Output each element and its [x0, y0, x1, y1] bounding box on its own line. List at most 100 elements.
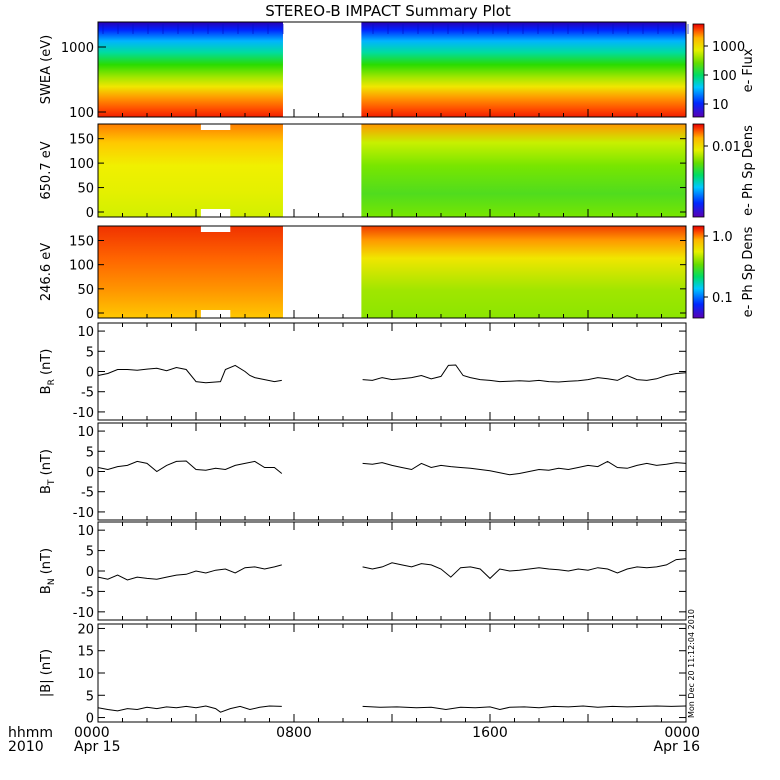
spectrogram-fill-pad246-a — [98, 226, 283, 318]
colorbar-swea — [692, 23, 705, 118]
spectrogram-streak — [417, 24, 419, 34]
time-tick-date: Apr 15 — [74, 739, 120, 755]
spectrogram-streak — [477, 24, 479, 34]
colorbar-label-pad246: e- Ph Sp Dens — [741, 226, 756, 317]
panel-frame-br — [97, 322, 687, 421]
spectrogram-streak — [147, 24, 149, 34]
spectrogram-streak — [102, 24, 104, 34]
spectrogram-panel-pad650: 650.7 eV 150 100 50 0 0.01 e- Ph Sp Dens — [39, 123, 756, 221]
colorbar-tick-label: 100 — [712, 69, 737, 84]
y-tick-label: 10 — [77, 524, 94, 539]
spectrogram-notch — [200, 226, 231, 232]
spectrogram-streak — [432, 24, 434, 34]
ylabel-unit: (nT) — [39, 649, 54, 679]
y-tick-label: 0 — [86, 307, 94, 322]
y-tick-label: -5 — [81, 386, 94, 401]
spectrogram-streak — [522, 24, 524, 34]
y-tick-label: 5 — [86, 345, 94, 360]
ylabel-main: B — [39, 385, 54, 394]
spectrogram-panel-swea: SWEA (eV) 1000 100 1000 100 10 e- Flux — [39, 21, 756, 121]
line-panel-bmag: 20 15 10 5 0 |B| (nT) — [39, 622, 687, 727]
spectrogram-streak — [582, 24, 584, 34]
ylabel-unit: (nT) — [39, 548, 54, 578]
ylabel-main: B — [39, 485, 54, 494]
spectrogram-notch — [200, 209, 231, 217]
panel-ylabel-bt: BT (nT) — [39, 449, 57, 494]
y-tick-label: -10 — [73, 406, 94, 421]
line-panel-bn: 10 5 0 -5 -10 BN (nT) — [39, 521, 687, 621]
series-line-bmag-1 — [362, 705, 687, 711]
y-tick-label: 15 — [77, 645, 94, 660]
ylabel-subscript: R — [47, 379, 57, 385]
y-tick-label: 0 — [86, 366, 94, 381]
y-tick-label: 5 — [86, 545, 94, 560]
colorbar-tick-label: 10 — [712, 98, 729, 113]
ylabel-subscript: T — [47, 479, 57, 486]
colorbar-tick-label: 1.0 — [712, 230, 733, 245]
y-tick-label: 150 — [69, 235, 94, 250]
colorbar-tick-label: 0.01 — [712, 140, 741, 155]
spectrogram-streak — [642, 24, 644, 34]
spectrogram-fill-swea-a — [98, 22, 283, 117]
series-line-br-0 — [97, 364, 282, 384]
spectrogram-streak — [117, 24, 119, 34]
series-line-bn-1 — [362, 558, 687, 580]
panel-ylabel-pad650: 650.7 eV — [39, 141, 54, 199]
y-tick-label: 50 — [77, 283, 94, 298]
spectrogram-streak — [372, 24, 374, 34]
spectrogram-fill-pad246-b — [361, 226, 686, 318]
series-line-br-1 — [362, 364, 687, 383]
y-tick-label: 0 — [86, 712, 94, 727]
date-stamp: Mon Dec 20 11:12:04 2010 — [687, 609, 696, 718]
time-tick-label: 0000 — [664, 725, 700, 741]
panel-frame-bn — [97, 521, 687, 621]
colorbar-label-swea: e- Flux — [741, 48, 756, 92]
ylabel-main: B — [39, 585, 54, 594]
spectrogram-streak — [537, 24, 539, 34]
spectrogram-streak — [402, 24, 404, 34]
spectrogram-streak — [447, 24, 449, 34]
spectrogram-streak — [552, 24, 554, 34]
y-tick-label: -10 — [73, 506, 94, 521]
plot-title: STEREO-B IMPACT Summary Plot — [265, 2, 511, 20]
y-tick-label: 0 — [86, 206, 94, 221]
spectrogram-panel-pad246: 246.6 eV 150 100 50 0 1.0 0.1 e- Ph Sp Dens — [39, 225, 756, 322]
spectrogram-streak — [492, 24, 494, 34]
spectrogram-streak — [462, 24, 464, 34]
ylabel-unit: (nT) — [39, 449, 54, 479]
series-line-bt-1 — [362, 460, 687, 476]
spectrogram-streak — [507, 24, 509, 34]
time-tick-label: 0000 — [74, 725, 110, 741]
line-panel-br: 10 5 0 -5 -10 BR (nT) — [39, 322, 687, 421]
spectrogram-streak — [627, 24, 629, 34]
spectrogram-streak — [177, 24, 179, 34]
spectrogram-streak — [567, 24, 569, 34]
spectrogram-streak — [282, 24, 284, 34]
colorbar-pad650 — [692, 123, 705, 218]
time-axis-corner-label: hhmm — [8, 725, 53, 741]
y-tick-label: 0 — [86, 466, 94, 481]
panel-ylabel-swea: SWEA (eV) — [39, 35, 54, 104]
panel-frame-bt — [97, 422, 687, 521]
colorbar-tick-label: 1000 — [712, 40, 745, 55]
time-tick-date: Apr 16 — [654, 739, 701, 755]
spectrogram-fill-swea-b — [361, 22, 686, 117]
y-tick-label: 100 — [69, 259, 94, 274]
time-tick-label: 1600 — [472, 725, 508, 741]
spectrogram-streak — [672, 24, 674, 34]
spectrogram-streak — [252, 24, 254, 34]
y-tick-label: 5 — [86, 445, 94, 460]
series-line-bt-0 — [97, 460, 283, 474]
series-line-bn-0 — [97, 564, 282, 581]
spectrogram-notch — [200, 310, 231, 318]
spectrogram-notch — [200, 124, 231, 130]
line-panel-bt: 10 5 0 -5 -10 BT (nT) — [39, 422, 687, 521]
colorbar-pad246 — [692, 225, 705, 319]
spectrogram-streak — [612, 24, 614, 34]
y-tick-label: -10 — [73, 606, 94, 621]
y-tick-label: 20 — [77, 622, 94, 637]
spectrogram-streak — [207, 24, 209, 34]
